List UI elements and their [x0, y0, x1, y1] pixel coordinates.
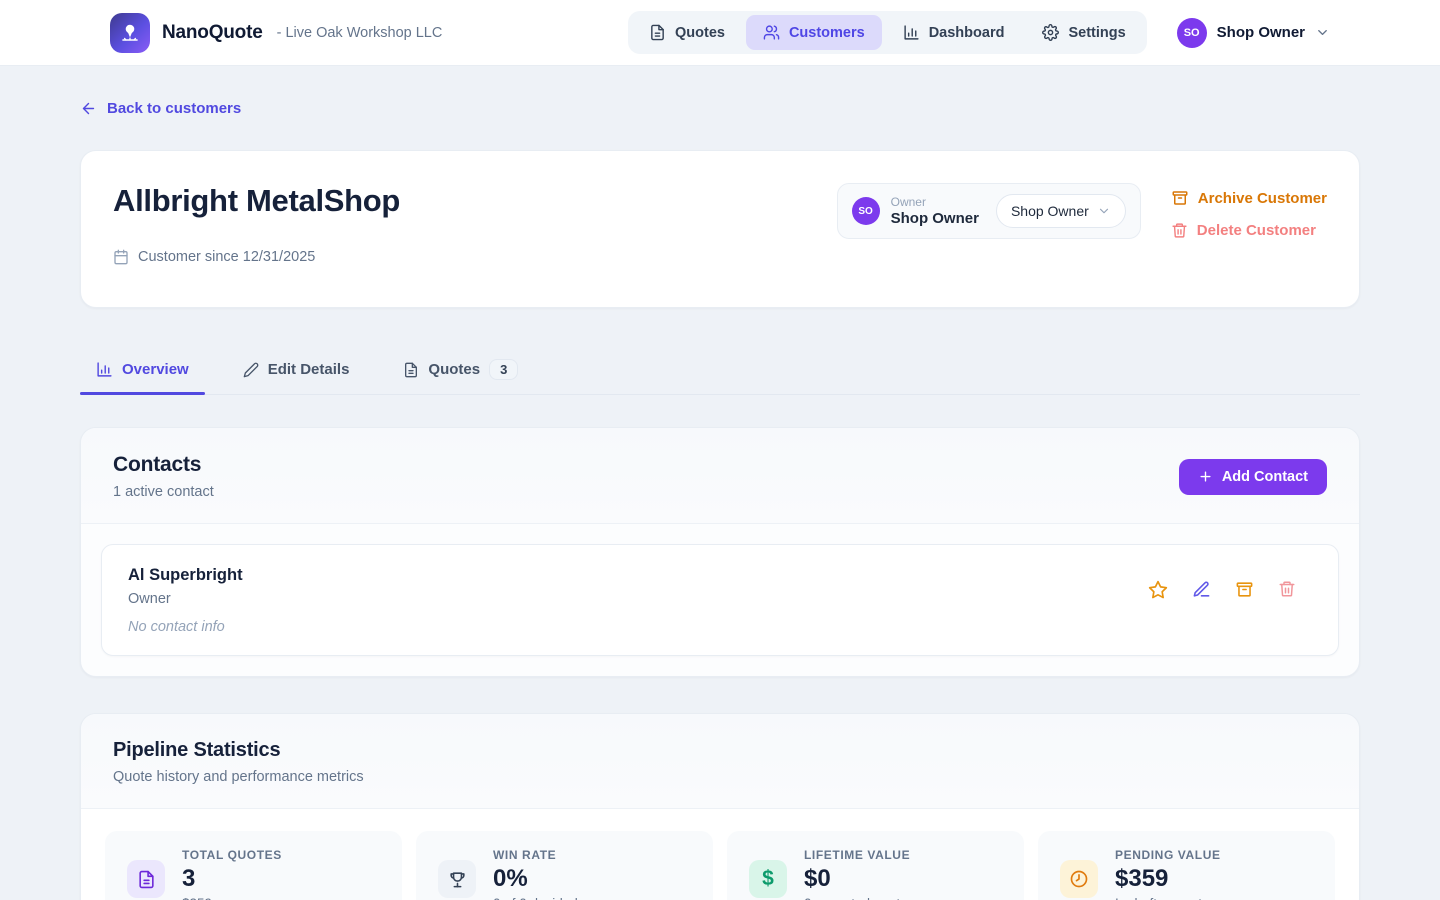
stat-label: TOTAL QUOTES [182, 847, 282, 862]
archive-icon [1171, 189, 1189, 207]
nav-label: Settings [1068, 24, 1126, 41]
main-nav: Quotes Customers Dashboard [628, 11, 1147, 54]
archive-label: Archive Customer [1197, 189, 1327, 207]
nav-item-customers[interactable]: Customers [745, 15, 882, 50]
nav-label: Customers [788, 24, 865, 41]
user-menu[interactable]: SO Shop Owner [1176, 17, 1330, 48]
owner-name: Shop Owner [890, 210, 979, 227]
company-name: - Live Oak Workshop LLC [276, 24, 443, 41]
delete-label: Delete Customer [1196, 222, 1316, 239]
dollar-icon: $ [749, 860, 787, 898]
pipeline-title: Pipeline Statistics [113, 739, 281, 761]
app-header: NanoQuote - Live Oak Workshop LLC Quotes… [0, 0, 1440, 66]
stat-card-pending-value: PENDING VALUE $359 In draft or sent [1038, 831, 1335, 900]
contact-name: Al Superbright [128, 566, 243, 584]
tab-quotes[interactable]: Quotes 3 [387, 348, 534, 394]
stat-value: $0 [804, 864, 831, 892]
delete-customer-button[interactable]: Delete Customer [1171, 222, 1327, 239]
customer-name: Allbright MetalShop [113, 183, 401, 218]
customer-header-card: Allbright MetalShop Customer since 12/31… [80, 150, 1360, 308]
owner-avatar: SO [851, 197, 880, 225]
tab-overview[interactable]: Overview [80, 348, 205, 395]
gear-icon [1042, 24, 1060, 41]
stat-value: 3 [182, 864, 196, 892]
stat-label: WIN RATE [493, 847, 557, 862]
trash-icon[interactable] [1278, 580, 1296, 634]
contacts-header: Contacts 1 active contact Add Contact [81, 428, 1359, 524]
stat-sub: 0 of 0 decided [493, 896, 578, 900]
nav-label: Quotes [675, 24, 725, 41]
archive-icon[interactable] [1235, 580, 1254, 634]
stat-sub: 0 accepted quotes [804, 896, 914, 900]
owner-select[interactable]: Shop Owner [995, 194, 1126, 228]
nav-label: Dashboard [928, 24, 1005, 41]
contact-info: No contact info [128, 619, 225, 635]
quotes-count-badge: 3 [489, 359, 519, 380]
pipeline-stats-grid: TOTAL QUOTES 3 $359 WIN RATE 0% 0 of 0 d… [81, 809, 1359, 900]
tab-label: Quotes [428, 361, 481, 378]
users-icon [763, 24, 780, 41]
pipeline-header: Pipeline Statistics Quote history and pe… [81, 714, 1359, 809]
arrow-left-icon [80, 100, 97, 117]
archive-customer-button[interactable]: Archive Customer [1171, 189, 1327, 207]
owner-label: Owner [890, 195, 926, 209]
user-avatar: SO [1176, 17, 1207, 48]
brand: NanoQuote - Live Oak Workshop LLC [110, 12, 443, 53]
tab-edit-details[interactable]: Edit Details [227, 348, 366, 394]
pencil-icon [243, 362, 259, 378]
page-content: Back to customers Allbright MetalShop Cu… [0, 66, 1440, 900]
stat-value: $359 [1115, 864, 1169, 892]
plus-icon [1198, 469, 1213, 484]
bar-chart-icon [903, 24, 920, 41]
stat-value: 0% [493, 864, 528, 892]
pencil-icon[interactable] [1192, 580, 1211, 634]
trophy-icon [438, 860, 476, 898]
customer-since: Customer since 12/31/2025 [113, 249, 400, 265]
stat-card-lifetime-value: $ LIFETIME VALUE $0 0 accepted quotes [727, 831, 1024, 900]
nav-item-dashboard[interactable]: Dashboard [886, 15, 1022, 50]
calendar-icon [113, 249, 129, 265]
customer-since-text: Customer since 12/31/2025 [138, 249, 316, 265]
pipeline-subtitle: Quote history and performance metrics [113, 769, 364, 785]
contacts-title: Contacts [113, 453, 202, 476]
file-icon [403, 362, 419, 378]
contact-actions [1148, 566, 1312, 634]
app-title: NanoQuote [162, 21, 263, 43]
stat-card-total-quotes: TOTAL QUOTES 3 $359 [105, 831, 402, 900]
tab-label: Overview [122, 361, 189, 378]
back-link-label: Back to customers [107, 100, 242, 117]
stat-sub: $359 [182, 896, 282, 900]
file-icon [127, 860, 165, 898]
nanoquote-logo-icon [110, 12, 150, 53]
chevron-down-icon [1097, 204, 1111, 218]
contact-role: Owner [128, 591, 171, 607]
contacts-section: Contacts 1 active contact Add Contact Al… [80, 427, 1360, 677]
customer-tabs: Overview Edit Details Quotes 3 [80, 348, 1360, 395]
contacts-subtitle: 1 active contact [113, 484, 214, 500]
stat-label: PENDING VALUE [1115, 847, 1221, 862]
add-contact-button[interactable]: Add Contact [1178, 458, 1327, 495]
nav-item-quotes[interactable]: Quotes [632, 15, 742, 50]
nav-item-settings[interactable]: Settings [1025, 15, 1142, 50]
trash-icon [1171, 222, 1188, 239]
contact-row: Al Superbright Owner No contact info [101, 544, 1339, 656]
chevron-down-icon [1315, 25, 1330, 40]
stat-card-win-rate: WIN RATE 0% 0 of 0 decided [416, 831, 713, 900]
clock-icon [1060, 860, 1098, 898]
pipeline-section: Pipeline Statistics Quote history and pe… [80, 713, 1360, 900]
back-to-customers-link[interactable]: Back to customers [80, 100, 241, 117]
customer-identity: Allbright MetalShop Customer since 12/31… [113, 183, 400, 275]
star-icon[interactable] [1148, 580, 1168, 634]
file-icon [649, 24, 666, 41]
add-contact-label: Add Contact [1221, 468, 1308, 485]
stat-label: LIFETIME VALUE [804, 847, 911, 862]
owner-panel: SO Owner Shop Owner Shop Owner [836, 183, 1141, 239]
tab-label: Edit Details [267, 361, 350, 378]
stat-sub: In draft or sent [1115, 896, 1221, 900]
owner-select-value: Shop Owner [1010, 203, 1089, 219]
contact-details: Al Superbright Owner No contact info [128, 566, 243, 635]
user-name: Shop Owner [1216, 24, 1305, 41]
bar-chart-icon [96, 361, 113, 378]
